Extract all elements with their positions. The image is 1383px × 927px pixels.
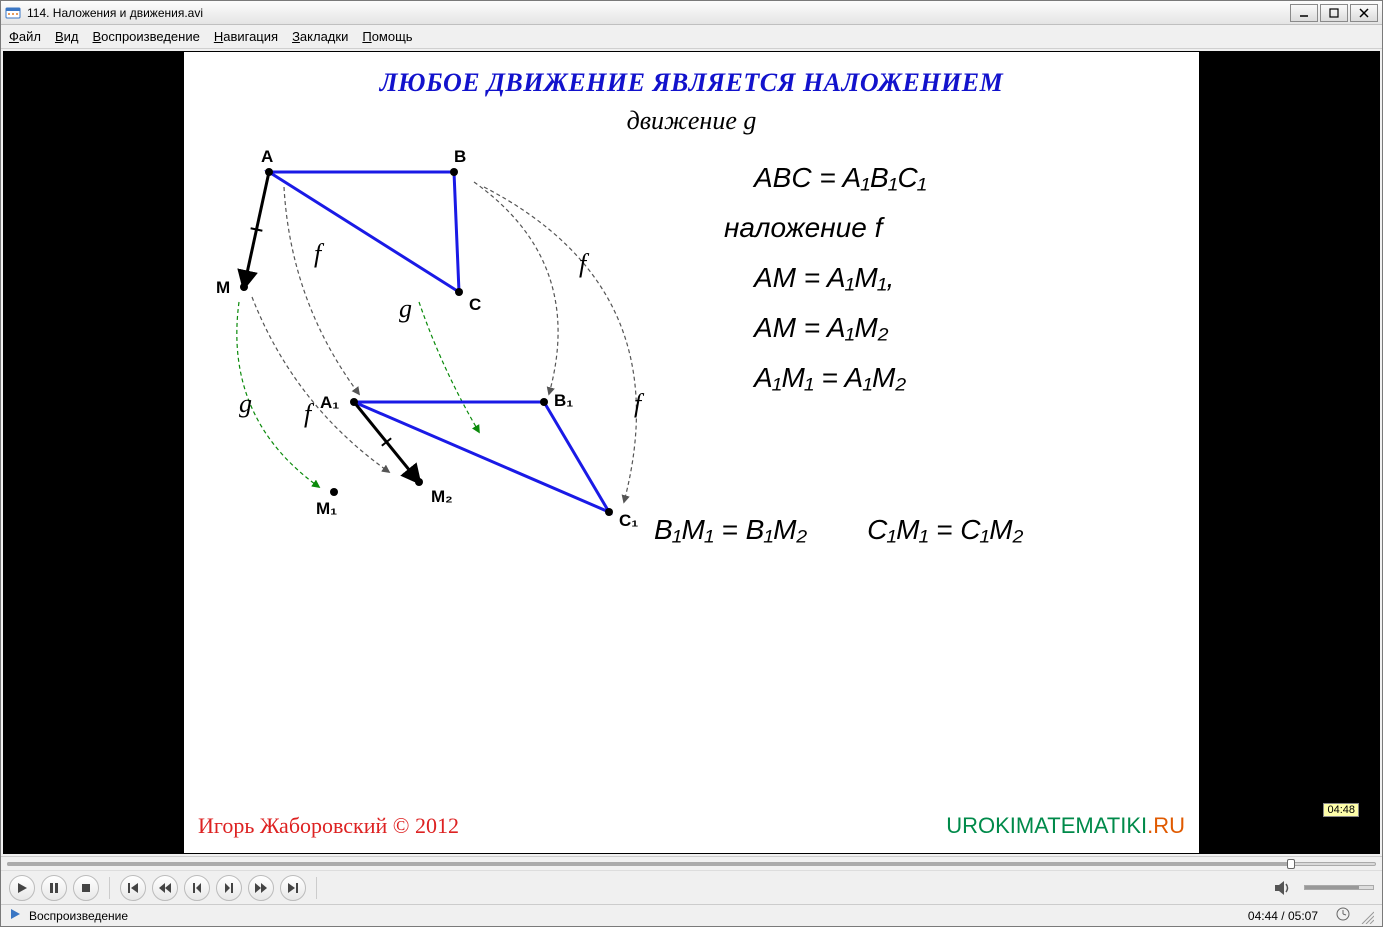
menu-bookmark[interactable]: Закладки xyxy=(292,29,348,44)
site-link: UROKIMATEMATIKI.RU xyxy=(946,813,1185,839)
step-back-button[interactable] xyxy=(184,875,210,901)
window-title: 114. Наложения и движения.avi xyxy=(27,6,1290,20)
point-label-C: C xyxy=(469,295,481,314)
point-label-B1: B₁ xyxy=(554,391,573,410)
menu-play[interactable]: Воспроизведение xyxy=(93,29,200,44)
titlebar[interactable]: 114. Наложения и движения.avi xyxy=(1,1,1382,25)
forward-button[interactable] xyxy=(248,875,274,901)
minimize-button[interactable] xyxy=(1290,4,1318,22)
video-area[interactable]: ЛЮБОЕ ДВИЖЕНИЕ ЯВЛЯЕТСЯ НАЛОЖЕНИЕМ движе… xyxy=(3,51,1380,854)
map-label-3: g xyxy=(239,389,252,418)
map-label-1: g xyxy=(399,294,412,323)
eq-1: ABC = A₁B₁C₁ xyxy=(724,162,1154,194)
menu-view[interactable]: Вид xyxy=(55,29,79,44)
rewind-button[interactable] xyxy=(152,875,178,901)
play-button[interactable] xyxy=(9,875,35,901)
point-label-A1: A₁ xyxy=(320,393,339,412)
eq-6b: C₁M₁ = C₁M₂ xyxy=(867,514,1023,546)
map-label-2: f xyxy=(579,249,590,278)
stop-button[interactable] xyxy=(73,875,99,901)
seek-thumb[interactable] xyxy=(1287,859,1295,869)
app-icon xyxy=(5,5,21,21)
map-label-5: f xyxy=(634,389,645,418)
time-display: 04:44 / 05:07 xyxy=(1248,909,1318,923)
status-play-icon xyxy=(9,908,21,923)
equation-column: ABC = A₁B₁C₁ наложение f AM = A₁M₁, AM =… xyxy=(724,162,1154,394)
point-label-A: A xyxy=(261,147,273,166)
point-label-M: M xyxy=(216,278,230,297)
resize-grip[interactable] xyxy=(1358,908,1374,924)
eq-5: A₁M₁ = A₁M₂ xyxy=(724,362,1154,394)
controls-bar xyxy=(1,870,1382,904)
statusbar: Воспроизведение 04:44 / 05:07 xyxy=(1,904,1382,926)
menubar: Файл Вид Воспроизведение Навигация Закла… xyxy=(1,25,1382,49)
map-label-4: f xyxy=(304,399,315,428)
letterbox-right: 04:48 xyxy=(1199,52,1379,853)
menu-nav[interactable]: Навигация xyxy=(214,29,278,44)
seekbar[interactable] xyxy=(1,856,1382,870)
timestamp-overlay: 04:48 xyxy=(1323,803,1359,817)
eq-2: наложение f xyxy=(724,212,1154,244)
slide-title: ЛЮБОЕ ДВИЖЕНИЕ ЯВЛЯЕТСЯ НАЛОЖЕНИЕМ xyxy=(184,68,1199,98)
map-label-0: f xyxy=(314,239,325,268)
clock-icon xyxy=(1336,907,1350,924)
menu-help[interactable]: Помощь xyxy=(362,29,412,44)
maximize-button[interactable] xyxy=(1320,4,1348,22)
eq-3: AM = A₁M₁, xyxy=(724,262,1154,294)
point-label-B: B xyxy=(454,147,466,166)
skip-fwd-button[interactable] xyxy=(280,875,306,901)
equation-bottom-row: B₁M₁ = B₁M₂ C₁M₁ = C₁M₂ xyxy=(654,514,1023,546)
slide-subtitle: движение g xyxy=(184,106,1199,136)
status-label: Воспроизведение xyxy=(29,909,128,923)
step-fwd-button[interactable] xyxy=(216,875,242,901)
point-label-M2: M₂ xyxy=(431,487,453,506)
volume-slider[interactable] xyxy=(1304,885,1374,890)
volume-icon[interactable] xyxy=(1274,879,1292,897)
letterbox-left xyxy=(4,52,184,853)
geometry-diagram: A B C M A₁ B₁ C₁ M₁ M₂ f g f g f f xyxy=(184,142,704,602)
pause-button[interactable] xyxy=(41,875,67,901)
point-label-M1: M₁ xyxy=(316,499,337,518)
skip-back-button[interactable] xyxy=(120,875,146,901)
seek-fill xyxy=(7,862,1291,866)
player-window: 114. Наложения и движения.avi Файл Вид В… xyxy=(0,0,1383,927)
eq-6a: B₁M₁ = B₁M₂ xyxy=(654,514,807,546)
eq-4: AM = A₁M₂ xyxy=(724,312,1154,344)
slide-content: ЛЮБОЕ ДВИЖЕНИЕ ЯВЛЯЕТСЯ НАЛОЖЕНИЕМ движе… xyxy=(184,52,1199,853)
point-label-C1: C₁ xyxy=(619,511,638,530)
author-credit: Игорь Жаборовский © 2012 xyxy=(198,813,459,839)
close-button[interactable] xyxy=(1350,4,1378,22)
menu-file[interactable]: Файл xyxy=(9,29,41,44)
